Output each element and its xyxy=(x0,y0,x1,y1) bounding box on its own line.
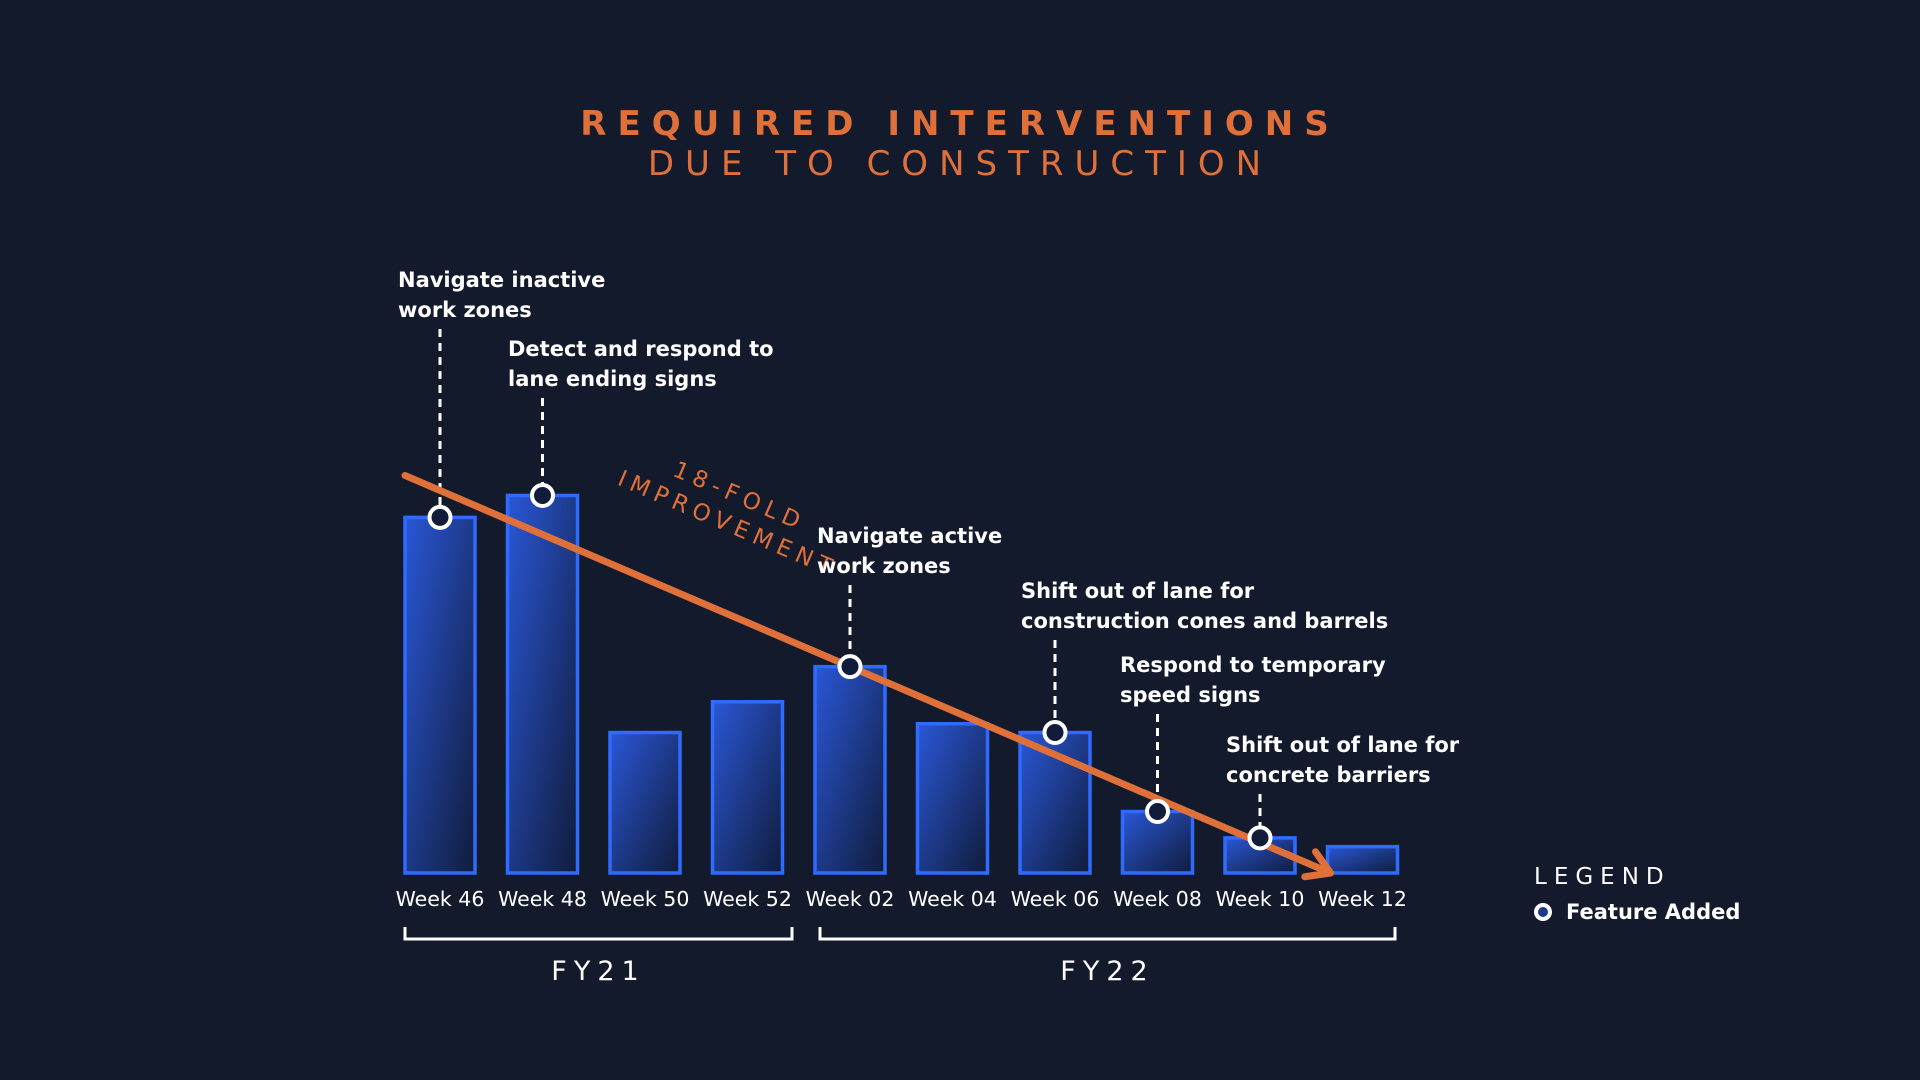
x-axis-layer: Week 46 Week 48 Week 50 Week 52 Week 02 Week … xyxy=(396,887,1407,987)
feature-annotation: Shift out of lane for xyxy=(1021,579,1255,603)
feature-added-marker xyxy=(837,654,863,680)
feature-added-marker xyxy=(530,482,555,508)
bar-week-04 xyxy=(915,721,990,875)
feature-annotation: Navigate active xyxy=(817,524,1002,548)
feature-annotation: work zones xyxy=(817,554,951,578)
feature-annotation: Navigate inactive xyxy=(398,268,605,292)
bar-week-48 xyxy=(505,493,580,875)
bar-week-12 xyxy=(1325,844,1400,875)
legend-title: LEGEND xyxy=(1534,864,1671,890)
trend-arrowhead-icon xyxy=(1301,848,1334,881)
annotation-text-layer: Navigate inactive work zones Detect and re… xyxy=(398,268,1460,787)
legend-item-label: Feature Added xyxy=(1566,900,1741,924)
x-tick-label: Week 06 xyxy=(1011,887,1100,911)
trend-line xyxy=(401,471,1334,877)
feature-annotation: lane ending signs xyxy=(508,367,717,391)
feature-added-marker xyxy=(1145,799,1170,825)
chart-title-block: REQUIRED INTERVENTIONS DUE TO CONSTRUCTI… xyxy=(0,104,1920,184)
feature-markers-layer xyxy=(427,482,1273,851)
x-tick-label: Week 50 xyxy=(601,887,690,911)
bar-week-46 xyxy=(403,515,477,875)
x-tick-label: Week 10 xyxy=(1216,887,1305,911)
legend-item-feature-added: Feature Added xyxy=(1534,900,1740,924)
bar-week-50 xyxy=(608,730,682,875)
feature-added-marker xyxy=(1247,825,1273,851)
feature-added-marker xyxy=(427,504,453,530)
group-bracket xyxy=(818,927,1397,941)
legend: LEGEND Feature Added xyxy=(1534,864,1740,924)
group-label: FY22 xyxy=(1060,956,1154,987)
bars-layer xyxy=(403,493,1400,875)
x-tick-label: Week 46 xyxy=(396,887,485,911)
x-tick-label: Week 48 xyxy=(498,887,587,911)
x-tick-label: Week 12 xyxy=(1318,887,1407,911)
group-label: FY21 xyxy=(551,956,645,987)
group-bracket xyxy=(403,927,794,941)
x-tick-label: Week 08 xyxy=(1113,887,1202,911)
feature-annotation: Shift out of lane for xyxy=(1226,733,1460,757)
feature-annotation: speed signs xyxy=(1120,683,1261,707)
feature-added-marker xyxy=(1042,720,1068,746)
chart-title: REQUIRED INTERVENTIONS xyxy=(580,104,1340,144)
x-tick-label: Week 04 xyxy=(908,887,997,911)
feature-annotation: concrete barriers xyxy=(1226,763,1431,787)
open-circle-icon xyxy=(1534,903,1552,921)
bar-week-02 xyxy=(813,664,887,875)
bar-week-52 xyxy=(710,700,785,875)
feature-annotation: construction cones and barrels xyxy=(1021,609,1388,633)
x-tick-label: Week 52 xyxy=(703,887,792,911)
x-tick-label: Week 02 xyxy=(806,887,895,911)
feature-annotation: Detect and respond to xyxy=(508,337,774,361)
chart-subtitle: DUE TO CONSTRUCTION xyxy=(647,144,1273,184)
feature-annotation: Respond to temporary xyxy=(1120,653,1386,677)
feature-annotation: work zones xyxy=(398,298,532,322)
annotation-leaders-layer xyxy=(438,329,1262,826)
